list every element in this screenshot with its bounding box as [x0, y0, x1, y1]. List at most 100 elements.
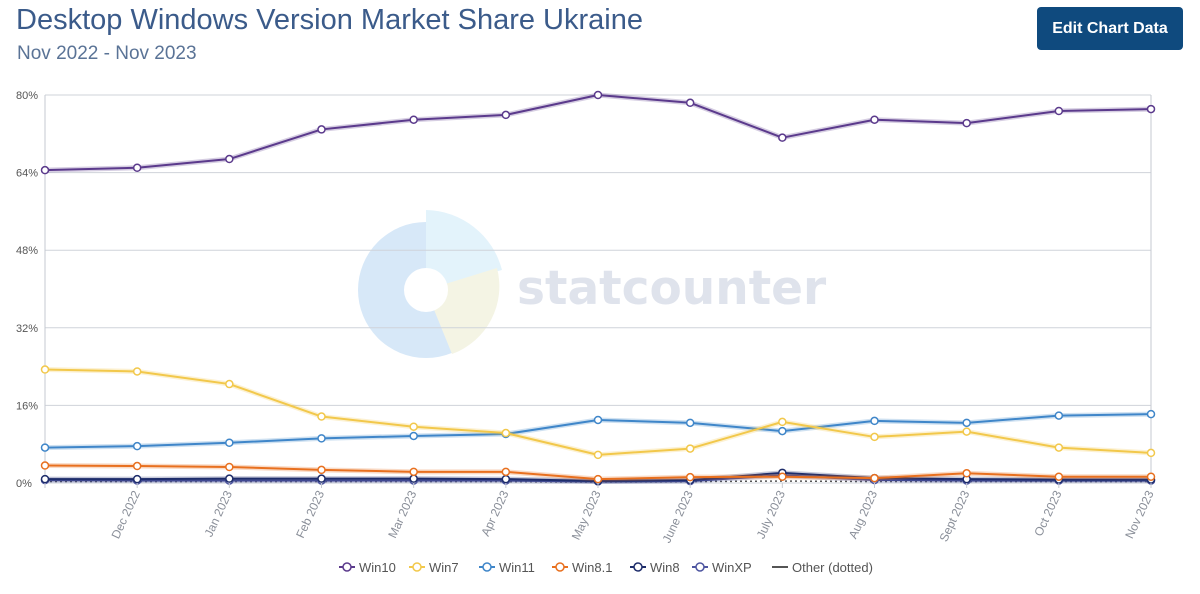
data-point[interactable] [225, 474, 234, 483]
data-point[interactable] [409, 422, 418, 431]
data-point[interactable] [962, 427, 971, 436]
legend-item-winxp[interactable]: WinXP [692, 560, 752, 575]
series-win8-1 [40, 461, 1156, 484]
legend-swatch-marker [695, 562, 705, 572]
y-tick-label: 48% [16, 245, 38, 257]
data-point[interactable] [685, 444, 695, 453]
data-point[interactable] [778, 133, 787, 142]
y-tick-label: 64% [16, 168, 38, 180]
x-tick-label: Oct 2023 [1031, 488, 1064, 538]
data-point[interactable] [870, 473, 879, 483]
y-tick-label: 80% [16, 90, 38, 102]
data-point[interactable] [317, 434, 326, 443]
x-tick-label: Aug 2023 [846, 488, 881, 541]
data-point[interactable] [1146, 472, 1156, 481]
x-tick-label: Jan 2023 [201, 488, 235, 539]
x-tick-label: June 2023 [660, 488, 697, 545]
data-point[interactable] [409, 467, 418, 477]
data-point[interactable] [962, 418, 971, 428]
legend-swatch-marker [555, 562, 565, 572]
data-point[interactable] [132, 367, 142, 376]
data-point[interactable] [1146, 448, 1156, 458]
data-point[interactable] [225, 438, 234, 447]
data-point[interactable] [593, 415, 603, 425]
x-tick-label: Nov 2023 [1122, 488, 1157, 541]
series-line-shadow [44, 92, 1152, 173]
data-point[interactable] [40, 474, 50, 484]
data-point[interactable] [317, 412, 326, 421]
data-point[interactable] [132, 461, 142, 471]
legend-item-win7[interactable]: Win7 [409, 560, 459, 575]
data-point[interactable] [317, 465, 326, 475]
data-point[interactable] [225, 154, 234, 164]
data-point[interactable] [40, 365, 50, 374]
data-point[interactable] [40, 443, 50, 452]
legend-item-other-dotted[interactable]: Other (dotted) [772, 560, 873, 575]
data-point[interactable] [1054, 411, 1064, 420]
data-point[interactable] [40, 461, 50, 470]
legend-label: Win11 [499, 560, 535, 575]
legend-swatch-marker [633, 562, 643, 572]
y-tick-label: 0% [16, 478, 32, 490]
data-point[interactable] [225, 379, 234, 389]
legend-swatch-marker [342, 562, 352, 572]
chart-legend: Win10 Win7 Win11 Win8.1 Win8 WinXP Other (dott… [339, 560, 873, 575]
legend-item-win8[interactable]: Win8 [630, 560, 680, 575]
data-point[interactable] [1146, 409, 1156, 419]
data-point[interactable] [501, 110, 511, 120]
statcounter-watermark: statcounter [358, 210, 827, 358]
y-tick-label: 16% [16, 400, 38, 412]
x-tick-label: Feb 2023 [293, 488, 327, 540]
legend-swatch-marker [482, 562, 492, 572]
data-point[interactable] [1054, 106, 1064, 116]
legend-item-win8-1[interactable]: Win8.1 [552, 560, 612, 575]
legend-label: Win7 [429, 560, 459, 575]
data-point[interactable] [40, 165, 50, 175]
data-point[interactable] [132, 441, 142, 451]
data-point[interactable] [685, 472, 695, 482]
data-point[interactable] [501, 467, 511, 477]
data-point[interactable] [593, 474, 603, 484]
legend-label: Win8 [650, 560, 680, 575]
series-win7 [40, 365, 1156, 460]
data-point[interactable] [870, 432, 879, 442]
data-point[interactable] [501, 474, 511, 484]
data-point[interactable] [870, 115, 879, 124]
legend-label: WinXP [712, 560, 752, 575]
data-point[interactable] [1054, 443, 1064, 452]
y-tick-label: 32% [16, 323, 38, 335]
data-point[interactable] [317, 125, 326, 134]
data-point[interactable] [593, 90, 603, 100]
data-point[interactable] [778, 426, 787, 436]
data-point[interactable] [132, 163, 142, 172]
data-point[interactable] [962, 118, 971, 128]
series-win10 [40, 90, 1156, 175]
legend-label: Win8.1 [572, 560, 612, 575]
data-point[interactable] [225, 462, 234, 472]
data-point[interactable] [317, 474, 326, 483]
legend-label: Other (dotted) [792, 560, 873, 575]
data-point[interactable] [1054, 472, 1064, 481]
data-point[interactable] [132, 474, 142, 484]
data-point[interactable] [593, 450, 603, 460]
data-point[interactable] [778, 472, 787, 481]
legend-swatch-marker [412, 562, 422, 572]
edit-chart-data-button[interactable]: Edit Chart Data [1037, 7, 1183, 50]
data-point[interactable] [685, 418, 695, 428]
data-point[interactable] [409, 474, 418, 483]
x-tick-label: July 2023 [754, 488, 789, 541]
data-point[interactable] [1146, 104, 1156, 114]
data-point[interactable] [870, 416, 879, 426]
legend-item-win11[interactable]: Win11 [479, 560, 535, 575]
watermark-text: statcounter [517, 261, 827, 316]
data-point[interactable] [409, 115, 418, 124]
data-point[interactable] [778, 417, 787, 427]
data-point[interactable] [409, 431, 418, 441]
legend-item-win10[interactable]: Win10 [339, 560, 396, 575]
data-point[interactable] [685, 98, 695, 108]
data-point[interactable] [501, 428, 511, 438]
data-point[interactable] [962, 469, 971, 478]
x-tick-label: May 2023 [569, 488, 604, 542]
chart-title: Desktop Windows Version Market Share Ukr… [16, 4, 643, 36]
